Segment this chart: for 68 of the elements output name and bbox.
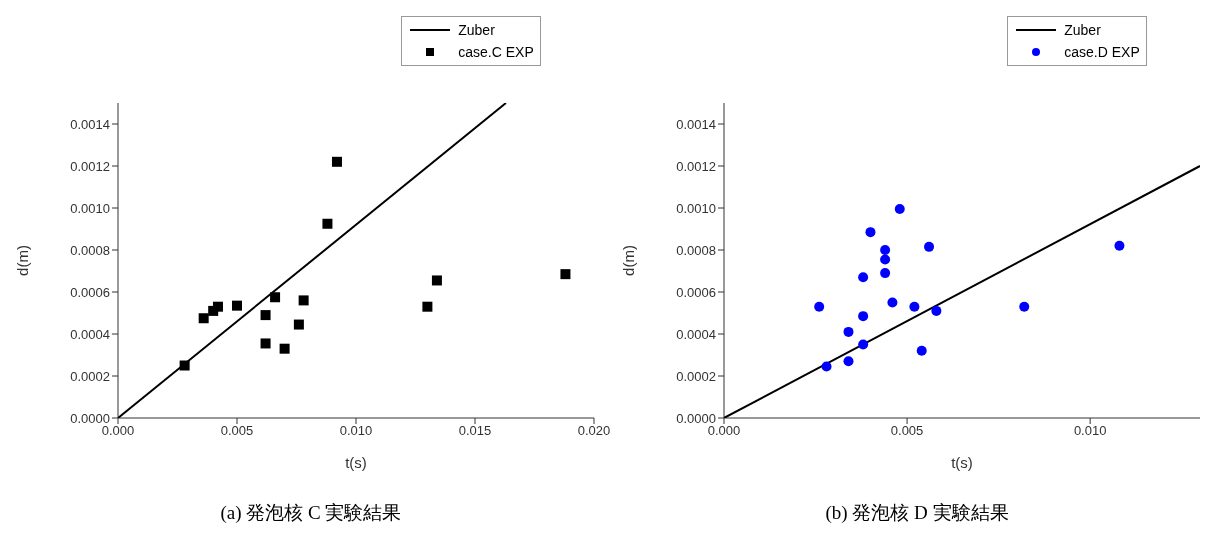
y-tick-label: 0.0008 [70, 242, 110, 258]
legend-label: case.D EXP [1064, 44, 1140, 60]
point [858, 311, 869, 322]
y-tick-label: 0.0012 [70, 158, 110, 174]
y-tick-label: 0.0000 [676, 410, 716, 426]
point [270, 292, 281, 303]
point [322, 218, 333, 229]
point [560, 269, 571, 280]
point [293, 319, 304, 330]
point [931, 305, 942, 316]
x-tick-label: 0.010 [339, 423, 373, 439]
point [909, 301, 920, 312]
legend-label: case.C EXP [458, 44, 534, 60]
point [331, 156, 342, 167]
y-tick-label: 0.0008 [676, 242, 716, 258]
point [212, 301, 223, 312]
point [865, 227, 876, 238]
point [858, 272, 869, 283]
point [260, 338, 271, 349]
point [198, 313, 209, 324]
point [232, 300, 242, 311]
y-tick-label: 0.0012 [676, 158, 716, 174]
y-axis-title: d(m) [14, 245, 32, 276]
point [894, 204, 905, 215]
x-tick-label: 0.015 [458, 423, 492, 439]
x-tick-label: 0.000 [707, 423, 741, 439]
y-tick-label: 0.0002 [70, 368, 110, 384]
point [179, 360, 190, 371]
point [887, 297, 898, 308]
point [431, 275, 442, 286]
y-tick-label: 0.0014 [676, 116, 716, 132]
point [1114, 240, 1125, 251]
point [880, 245, 891, 255]
y-tick-label: 0.0002 [676, 368, 716, 384]
y-tick-label: 0.0006 [676, 284, 716, 300]
point [916, 345, 927, 356]
y-tick-label: 0.0014 [70, 116, 110, 132]
x-axis-title: t(s) [951, 454, 973, 471]
y-tick-label: 0.0004 [70, 326, 110, 342]
point [260, 310, 271, 321]
point [1019, 301, 1030, 312]
text: (a) 発泡核 C 実験結果 [219, 501, 403, 525]
point [298, 295, 309, 306]
x-tick-label: 0.005 [220, 423, 254, 439]
y-tick-label: 0.0000 [70, 410, 110, 426]
y-tick-label: 0.0006 [70, 284, 110, 300]
point [880, 254, 891, 265]
x-tick-label: 0.020 [577, 423, 611, 439]
point [279, 343, 290, 354]
y-tick-label: 0.0010 [676, 200, 716, 216]
legend-label: Zuber [458, 22, 495, 38]
x-tick-label: 0.005 [890, 423, 924, 439]
point [858, 339, 869, 350]
text: (b) 発泡核 D 実験結果 [824, 501, 1010, 525]
point [880, 268, 891, 279]
x-tick-label: 0.010 [1073, 423, 1107, 439]
y-tick-label: 0.0004 [676, 326, 716, 342]
x-axis-title: t(s) [345, 454, 367, 471]
point [924, 241, 935, 252]
legend-label: Zuber [1064, 22, 1101, 38]
y-axis-title: d(m) [620, 245, 638, 276]
point [843, 326, 854, 337]
point [814, 301, 825, 312]
point [843, 356, 854, 367]
x-tick-label: 0.000 [101, 423, 135, 439]
point [821, 361, 832, 372]
point [422, 301, 433, 312]
y-tick-label: 0.0010 [70, 200, 110, 216]
